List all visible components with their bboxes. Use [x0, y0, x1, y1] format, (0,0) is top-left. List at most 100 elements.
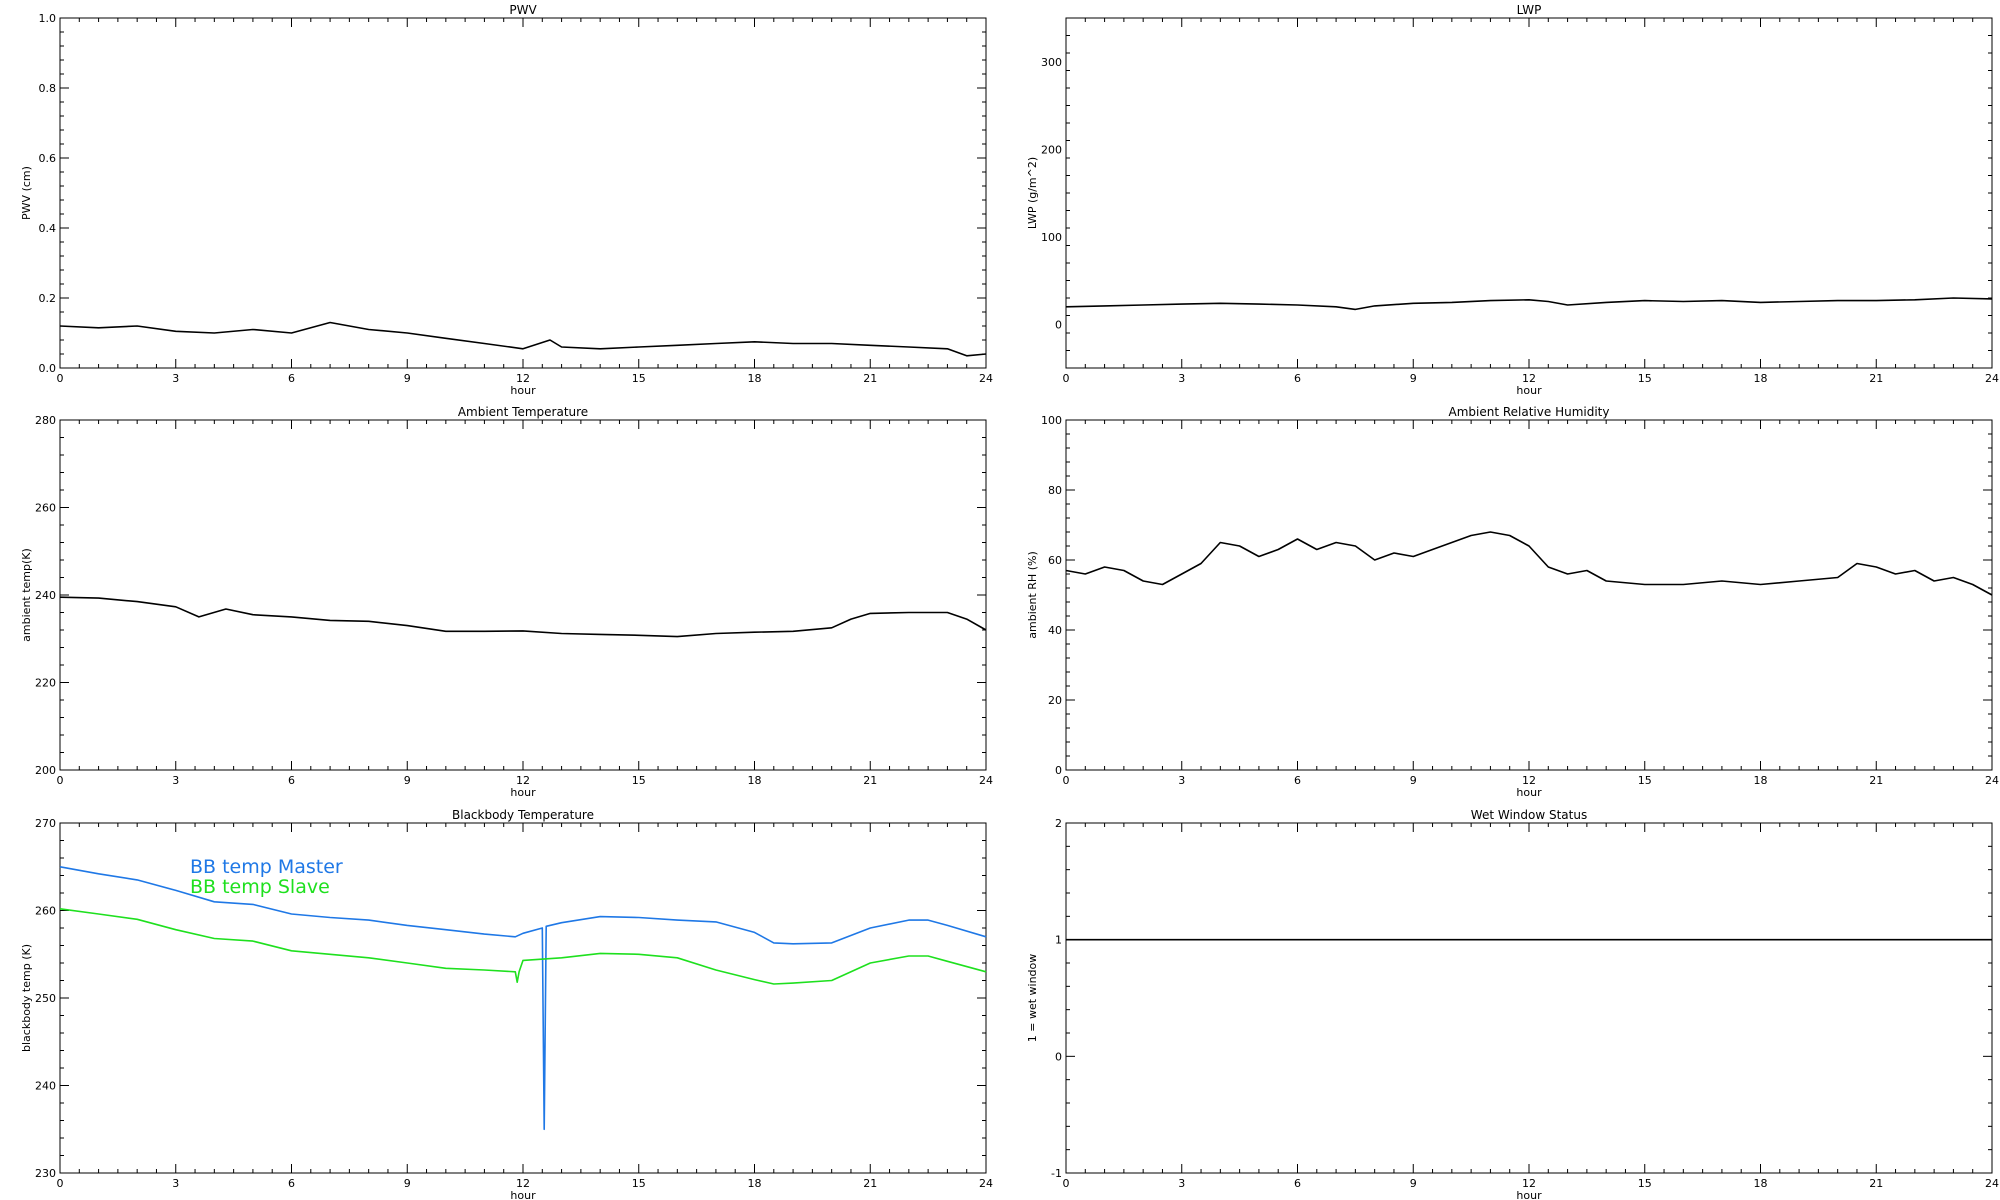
- chart-panel-5: Blackbody Temperature 0 3 6 9 12 15 18 21 24 230 24…: [20, 808, 993, 1200]
- y-tick-label: 240: [35, 589, 56, 602]
- x-tick-label: 24: [1985, 774, 1999, 787]
- x-tick-label: 24: [979, 774, 993, 787]
- y-tick-label: 200: [1041, 143, 1062, 156]
- chart-panel-1: PWV 0 3 6 9 12 15 18 21 24 0.0 0.2 0.4 0.6 0.8 1.0 hour P…: [20, 3, 993, 397]
- x-tick-label: 3: [172, 774, 179, 787]
- x-tick-label: 0: [1063, 774, 1070, 787]
- x-tick-label: 6: [1294, 372, 1301, 385]
- legend-entry: BB temp Slave: [190, 876, 330, 898]
- series-line-1: [1065, 531, 1993, 596]
- x-tick-label: 15: [632, 372, 646, 385]
- x-tick-label: 18: [748, 372, 762, 385]
- x-tick-label: 3: [172, 372, 179, 385]
- x-tick-label: 9: [404, 1177, 411, 1190]
- y-tick-label: 2: [1055, 817, 1062, 830]
- x-tick-label: 9: [1410, 1177, 1417, 1190]
- y-tick-label: 20: [1048, 694, 1062, 707]
- y-tick-label: 260: [35, 905, 56, 918]
- y-tick-label: 0.8: [39, 82, 57, 95]
- chart-title: Ambient Temperature: [458, 405, 588, 419]
- y-tick-label: 0: [1055, 1050, 1062, 1063]
- x-tick-label: 15: [632, 774, 646, 787]
- x-tick-label: 12: [516, 1177, 530, 1190]
- y-tick-label: 100: [1041, 414, 1062, 427]
- series-line-1: [59, 596, 987, 638]
- x-tick-label: 12: [1522, 372, 1536, 385]
- y-tick-label: 80: [1048, 484, 1062, 497]
- x-tick-label: 12: [1522, 774, 1536, 787]
- y-tick-label: 230: [35, 1167, 56, 1180]
- x-tick-label: 21: [1869, 774, 1883, 787]
- y-tick-label: 260: [35, 502, 56, 515]
- x-tick-label: 18: [1754, 372, 1768, 385]
- x-axis-label: hour: [510, 1189, 536, 1200]
- y-tick-label: 240: [35, 1080, 56, 1093]
- x-tick-label: 9: [1410, 774, 1417, 787]
- x-tick-label: 21: [863, 774, 877, 787]
- x-tick-label: 6: [288, 774, 295, 787]
- y-tick-label: 40: [1048, 624, 1062, 637]
- x-tick-label: 0: [57, 774, 64, 787]
- x-tick-label: 6: [288, 1177, 295, 1190]
- x-tick-label: 24: [1985, 372, 1999, 385]
- y-tick-label: 0: [1055, 764, 1062, 777]
- y-tick-label: 1.0: [39, 12, 57, 25]
- legend-entry: BB temp Master: [190, 856, 343, 878]
- y-axis-label: LWP (g/m^2): [1026, 157, 1039, 229]
- chart-title: PWV: [509, 3, 537, 17]
- x-tick-label: 0: [57, 1177, 64, 1190]
- y-tick-label: 0.0: [39, 362, 57, 375]
- x-tick-label: 9: [404, 774, 411, 787]
- x-tick-label: 3: [1178, 1177, 1185, 1190]
- y-axis-label: blackbody temp (K): [20, 944, 33, 1052]
- x-tick-label: 3: [172, 1177, 179, 1190]
- x-tick-label: 15: [1638, 1177, 1652, 1190]
- x-tick-label: 0: [57, 372, 64, 385]
- x-tick-label: 3: [1178, 774, 1185, 787]
- y-tick-label: 220: [35, 677, 56, 690]
- x-tick-label: 24: [979, 1177, 993, 1190]
- x-tick-label: 18: [1754, 774, 1768, 787]
- series-line-1: [59, 321, 987, 357]
- plot-frame: [1065, 419, 1993, 771]
- x-axis-label: hour: [510, 786, 536, 799]
- chart-title: Wet Window Status: [1471, 808, 1587, 822]
- x-tick-label: 6: [1294, 774, 1301, 787]
- x-tick-label: 24: [979, 372, 993, 385]
- x-tick-label: 9: [404, 372, 411, 385]
- x-tick-label: 15: [1638, 372, 1652, 385]
- x-tick-label: 18: [1754, 1177, 1768, 1190]
- x-axis-label: hour: [1516, 384, 1542, 397]
- plot-frame: [1065, 822, 1993, 1174]
- y-tick-label: 0: [1055, 318, 1062, 331]
- y-tick-label: 60: [1048, 554, 1062, 567]
- x-tick-label: 15: [632, 1177, 646, 1190]
- series-line-1: [59, 866, 987, 1131]
- x-axis-label: hour: [1516, 1189, 1542, 1200]
- y-axis-label: PWV (cm): [20, 166, 33, 220]
- series-line-1: [1065, 297, 1993, 311]
- y-tick-label: 100: [1041, 231, 1062, 244]
- x-tick-label: 15: [1638, 774, 1652, 787]
- x-axis-label: hour: [510, 384, 536, 397]
- x-tick-label: 18: [748, 774, 762, 787]
- x-tick-label: 6: [288, 372, 295, 385]
- x-tick-label: 21: [863, 1177, 877, 1190]
- y-tick-label: 0.6: [39, 152, 57, 165]
- y-tick-label: 250: [35, 992, 56, 1005]
- y-tick-label: 200: [35, 764, 56, 777]
- chart-title: Ambient Relative Humidity: [1449, 405, 1610, 419]
- y-axis-label: 1 = wet window: [1026, 954, 1039, 1043]
- y-tick-label: 0.2: [39, 292, 57, 305]
- series-line-2: [59, 908, 987, 985]
- plot-frame: [1065, 17, 1993, 369]
- chart-panel-2: LWP 0 3 6 9 12 15 18 21 24 0 100 200 300 hour LWP (g/m^…: [1026, 3, 1999, 397]
- y-tick-label: 300: [1041, 56, 1062, 69]
- x-tick-label: 3: [1178, 372, 1185, 385]
- y-tick-label: 0.4: [39, 222, 57, 235]
- x-tick-label: 6: [1294, 1177, 1301, 1190]
- x-tick-label: 18: [748, 1177, 762, 1190]
- x-tick-label: 12: [516, 774, 530, 787]
- plot-frame: [59, 419, 987, 771]
- chart-title: LWP: [1517, 3, 1542, 17]
